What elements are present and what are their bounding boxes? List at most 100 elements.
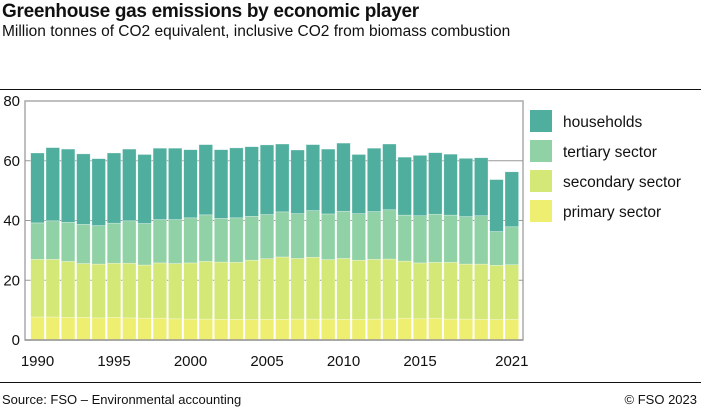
x-tick-label: 2000 xyxy=(174,353,207,370)
legend-label: primary sector xyxy=(563,204,661,221)
legend-label: secondary sector xyxy=(563,174,681,191)
bar-segment-primary-sector-1997 xyxy=(137,317,152,341)
bar-segment-primary-sector-2013 xyxy=(382,318,397,341)
bar-segment-primary-sector-2000 xyxy=(183,318,198,341)
bar-segment-secondary-sector-2018 xyxy=(458,263,474,320)
bar-segment-secondary-sector-2001 xyxy=(198,261,213,320)
bar-segment-tertiary-sector-1996 xyxy=(122,220,137,264)
bar-segment-secondary-sector-2020 xyxy=(489,265,504,320)
bar-segment-households-2021 xyxy=(504,171,519,228)
bar-segment-tertiary-sector-2020 xyxy=(489,231,504,266)
bar-segment-households-1997 xyxy=(137,154,152,224)
bar-segment-secondary-sector-2009 xyxy=(321,259,336,320)
bar-segment-primary-sector-2021 xyxy=(504,319,519,341)
bar-segment-households-1996 xyxy=(122,148,137,222)
bar-segment-secondary-sector-1995 xyxy=(106,262,122,318)
bar-segment-primary-sector-2002 xyxy=(214,319,229,341)
bar-segment-households-2005 xyxy=(259,144,275,215)
bar-segment-secondary-sector-2013 xyxy=(382,258,397,320)
bar-segment-tertiary-sector-2021 xyxy=(504,226,519,266)
bar-segment-tertiary-sector-2013 xyxy=(382,209,397,260)
bar-segment-primary-sector-1994 xyxy=(91,317,106,341)
bar-segment-secondary-sector-2019 xyxy=(474,263,489,320)
bar-segment-households-1994 xyxy=(91,158,106,226)
chart-title: Greenhouse gas emissions by economic pla… xyxy=(2,1,419,22)
y-tick-label: 80 xyxy=(3,93,20,110)
bar-segment-tertiary-sector-1993 xyxy=(76,224,91,264)
bar-segment-tertiary-sector-2000 xyxy=(183,217,198,264)
bar-segment-households-2009 xyxy=(321,148,336,215)
bar-segment-secondary-sector-2010 xyxy=(336,258,351,320)
bar-segment-households-2001 xyxy=(198,144,213,216)
bar-segment-primary-sector-2014 xyxy=(397,317,412,341)
legend-swatch xyxy=(530,170,552,192)
bar-segment-tertiary-sector-1995 xyxy=(106,222,122,264)
bar-segment-households-1993 xyxy=(76,153,91,225)
bar-segment-secondary-sector-2011 xyxy=(351,259,366,320)
bar-segment-households-2000 xyxy=(183,149,198,219)
legend-swatch xyxy=(530,200,552,222)
bar-segment-households-2010 xyxy=(336,142,351,212)
bar-segment-primary-sector-1990 xyxy=(30,316,45,341)
bar-segment-households-2012 xyxy=(366,147,382,212)
bar-segment-households-2018 xyxy=(458,158,474,217)
bar-segment-secondary-sector-1992 xyxy=(60,261,76,318)
bar-segment-tertiary-sector-2010 xyxy=(336,210,351,259)
bar-segment-primary-sector-2019 xyxy=(474,319,489,341)
bar-segment-primary-sector-2005 xyxy=(259,319,275,341)
bar-segment-households-2016 xyxy=(428,152,443,215)
bar-segment-tertiary-sector-1990 xyxy=(30,222,45,260)
bar-segment-tertiary-sector-2009 xyxy=(321,213,336,260)
bar-segment-primary-sector-2003 xyxy=(229,319,244,341)
bar-segment-tertiary-sector-1991 xyxy=(45,220,60,260)
bar-segment-primary-sector-1999 xyxy=(168,318,183,341)
legend-label: tertiary sector xyxy=(563,144,657,161)
bar-segment-secondary-sector-1998 xyxy=(152,262,168,319)
bar-segment-households-1991 xyxy=(45,147,60,222)
source-note: Source: FSO – Environmental accounting xyxy=(2,392,242,407)
bar-segment-households-2014 xyxy=(397,156,412,216)
bar-segment-primary-sector-2017 xyxy=(443,318,458,341)
bar-segment-secondary-sector-1999 xyxy=(168,263,183,320)
bar-segment-households-2011 xyxy=(351,154,366,214)
bar-segment-secondary-sector-2005 xyxy=(259,258,275,320)
bar-segment-primary-sector-2009 xyxy=(321,318,336,341)
bar-segment-secondary-sector-2004 xyxy=(244,259,259,320)
bar-segment-primary-sector-2010 xyxy=(336,319,351,341)
bar-segment-primary-sector-2011 xyxy=(351,319,366,341)
bar-segment-households-2020 xyxy=(489,179,504,232)
bar-segment-tertiary-sector-2007 xyxy=(290,213,305,259)
bar-segment-primary-sector-2004 xyxy=(244,319,259,341)
bar-segment-tertiary-sector-2002 xyxy=(214,218,229,263)
bar-segment-tertiary-sector-2016 xyxy=(428,213,443,263)
y-tick-label: 40 xyxy=(3,213,20,230)
bar-segment-tertiary-sector-2003 xyxy=(229,217,244,263)
bar-segment-secondary-sector-1993 xyxy=(76,263,91,318)
bar-segment-households-2006 xyxy=(275,143,290,213)
bar-segment-secondary-sector-2014 xyxy=(397,260,412,319)
y-tick-label: 0 xyxy=(12,332,20,349)
bar-segment-secondary-sector-1990 xyxy=(30,259,45,318)
bar-segment-tertiary-sector-1997 xyxy=(137,223,152,266)
bar-segment-primary-sector-1991 xyxy=(45,316,60,341)
bar-segment-secondary-sector-1997 xyxy=(137,264,152,319)
bottom-rule xyxy=(0,382,701,383)
bar-segment-primary-sector-1995 xyxy=(106,316,122,341)
bar-segment-households-1995 xyxy=(106,152,122,224)
bar-segment-households-2002 xyxy=(214,149,229,219)
x-tick-label: 2021 xyxy=(495,353,528,370)
legend-swatch xyxy=(530,140,552,162)
bar-segment-secondary-sector-2012 xyxy=(366,259,382,320)
bar-segment-tertiary-sector-1992 xyxy=(60,221,76,262)
chart-subtitle: Million tonnes of CO2 equivalent, inclus… xyxy=(2,23,511,40)
x-tick-label: 2010 xyxy=(327,353,360,370)
bar-segment-households-1992 xyxy=(60,148,76,223)
bar-segment-tertiary-sector-2019 xyxy=(474,215,489,265)
bar-segment-secondary-sector-2002 xyxy=(214,261,229,320)
bar-segment-tertiary-sector-1994 xyxy=(91,225,106,265)
bar-segment-households-2004 xyxy=(244,146,259,217)
bar-segment-secondary-sector-1996 xyxy=(122,262,137,319)
bar-segment-households-2019 xyxy=(474,157,489,217)
bar-segment-primary-sector-1996 xyxy=(122,317,137,341)
bar-segment-secondary-sector-2016 xyxy=(428,262,443,319)
